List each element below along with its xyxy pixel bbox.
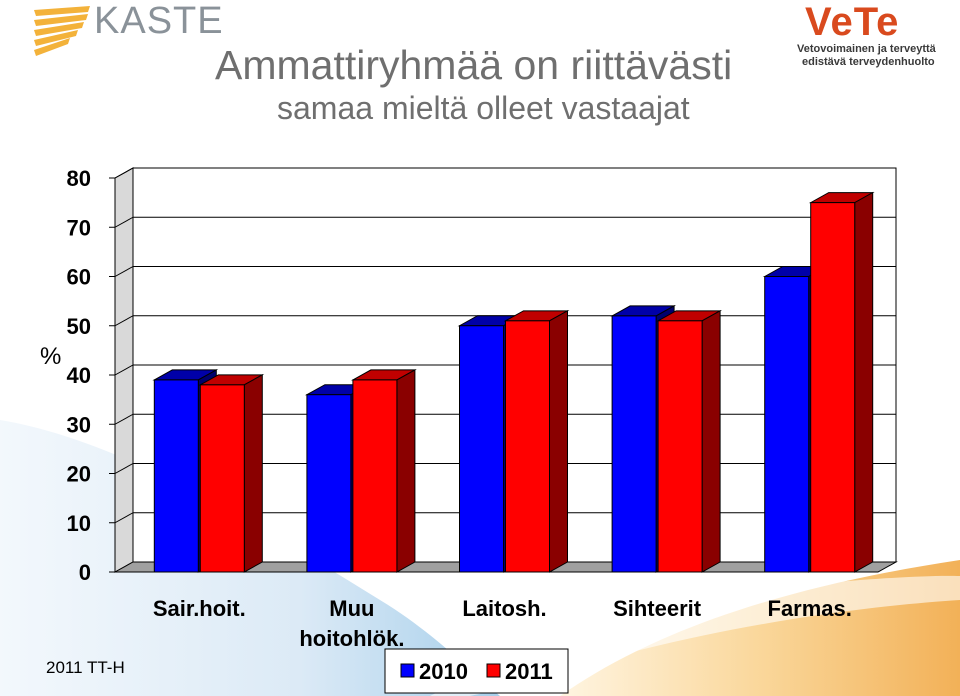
bar-side-2011 <box>243 374 263 573</box>
x-tick-label: hoitohlök. <box>299 626 404 651</box>
gridline-side <box>114 512 134 524</box>
bar-side-2011 <box>854 191 874 573</box>
legend-box <box>384 648 569 694</box>
y-tick-label: 30 <box>67 412 91 437</box>
bar-2011 <box>810 202 856 573</box>
bar-2010 <box>611 315 657 573</box>
bar-2010 <box>764 276 810 573</box>
gridline-side <box>114 364 134 376</box>
legend-swatch-2011 <box>486 663 501 678</box>
bar-2011 <box>657 320 703 573</box>
bar-side-2011 <box>701 309 721 573</box>
bar-2011 <box>352 379 398 573</box>
page-subtitle: samaa mieltä olleet vastaajat <box>277 90 690 126</box>
y-tick-label: 40 <box>67 363 91 388</box>
x-tick-label: Muu <box>329 596 374 621</box>
y-tick-label: 20 <box>67 462 91 487</box>
gridline-side <box>114 167 134 179</box>
bar-2010 <box>459 325 504 573</box>
kaste-logo-text: KASTE <box>94 0 224 42</box>
gridline-side <box>114 463 134 474</box>
y-tick-label: 70 <box>67 215 91 240</box>
x-tick-label: Laitosh. <box>462 596 546 621</box>
gridline-side <box>114 315 134 327</box>
y-tick-label: 50 <box>67 314 91 339</box>
kaste-logo <box>34 6 90 56</box>
legend-swatch-2010 <box>400 663 415 678</box>
legend-label: 2010 <box>419 659 468 684</box>
bar-side-2011 <box>396 369 416 573</box>
y-tick-label: 0 <box>79 560 91 585</box>
gridline-side <box>114 266 134 277</box>
gridline-side <box>114 216 134 228</box>
vete-tagline-1: Vetovoimainen ja terveyttä <box>797 43 936 55</box>
vete-tagline-2: edistävä terveydenhuolto <box>802 56 935 68</box>
bar-2010 <box>306 394 352 573</box>
legend-label: 2011 <box>505 659 553 684</box>
y-tick-label: 60 <box>67 265 91 290</box>
bar-2011 <box>505 320 550 573</box>
page-title: Ammattiryhmää on riittävästi <box>215 42 733 88</box>
y-tick-label: 10 <box>67 511 91 536</box>
y-axis-label: % <box>40 343 61 370</box>
y-tick-label: 80 <box>67 166 91 191</box>
vete-logo: VeTe <box>805 0 900 44</box>
footer-note: 2011 TT-H <box>46 658 125 677</box>
x-tick-label: Sair.hoit. <box>153 596 246 621</box>
x-tick-label: Sihteerit <box>613 596 702 621</box>
bar-2011 <box>199 384 245 573</box>
kaste-sun-icon <box>34 6 90 56</box>
gridline-side <box>114 413 134 425</box>
bar-side-2011 <box>549 309 568 573</box>
bar-2010 <box>153 379 199 573</box>
x-tick-label: Farmas. <box>768 596 852 621</box>
